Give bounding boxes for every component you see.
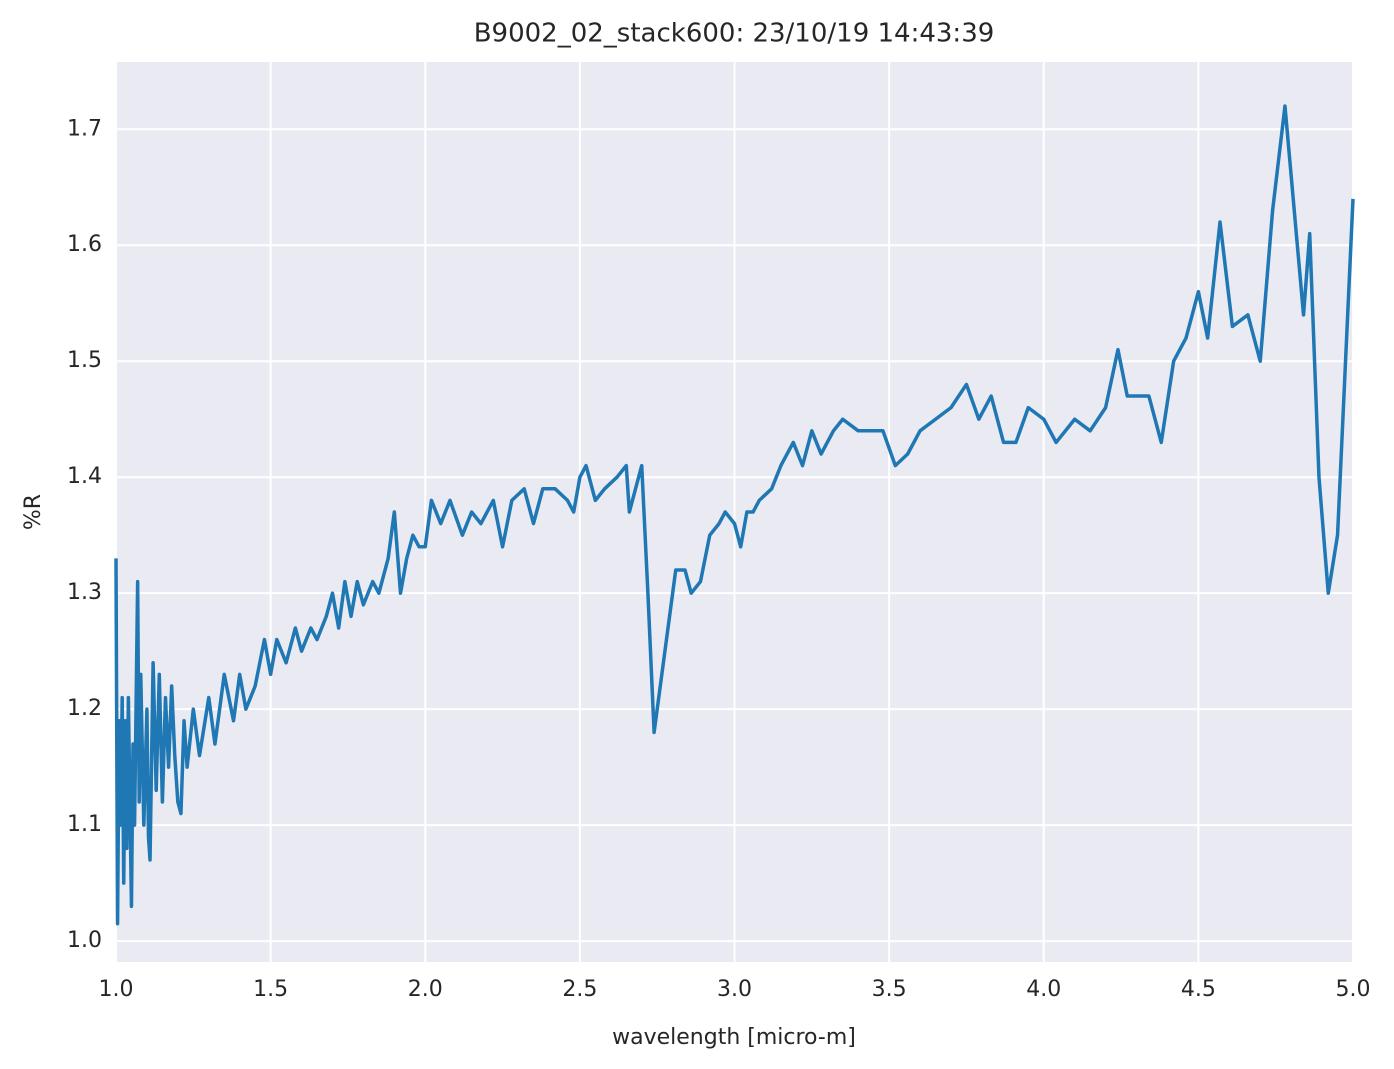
y-tick-label: 1.4 <box>67 464 102 489</box>
x-tick-label: 4.5 <box>1181 977 1216 1002</box>
x-tick-label: 3.5 <box>872 977 907 1002</box>
x-tick-label: 2.5 <box>562 977 597 1002</box>
y-axis-label: %R <box>21 494 46 530</box>
y-tick-label: 1.1 <box>67 812 102 837</box>
y-tick-label: 1.6 <box>67 232 102 257</box>
y-tick-label: 1.5 <box>67 348 102 373</box>
x-tick-label: 3.0 <box>717 977 752 1002</box>
y-tick-label: 1.0 <box>67 928 102 953</box>
x-tick-label: 5.0 <box>1336 977 1371 1002</box>
y-tick-label: 1.3 <box>67 580 102 605</box>
data-line <box>114 104 1355 926</box>
x-tick-label: 1.0 <box>99 977 134 1002</box>
y-tick-label: 1.2 <box>67 696 102 721</box>
y-tick-label: 1.7 <box>67 116 102 141</box>
x-tick-label: 4.0 <box>1026 977 1061 1002</box>
chart-title: B9002_02_stack600: 23/10/19 14:43:39 <box>474 19 995 49</box>
x-axis-label: wavelength [micro-m] <box>612 1025 856 1050</box>
x-tick-label: 1.5 <box>253 977 288 1002</box>
x-tick-label: 2.0 <box>408 977 443 1002</box>
